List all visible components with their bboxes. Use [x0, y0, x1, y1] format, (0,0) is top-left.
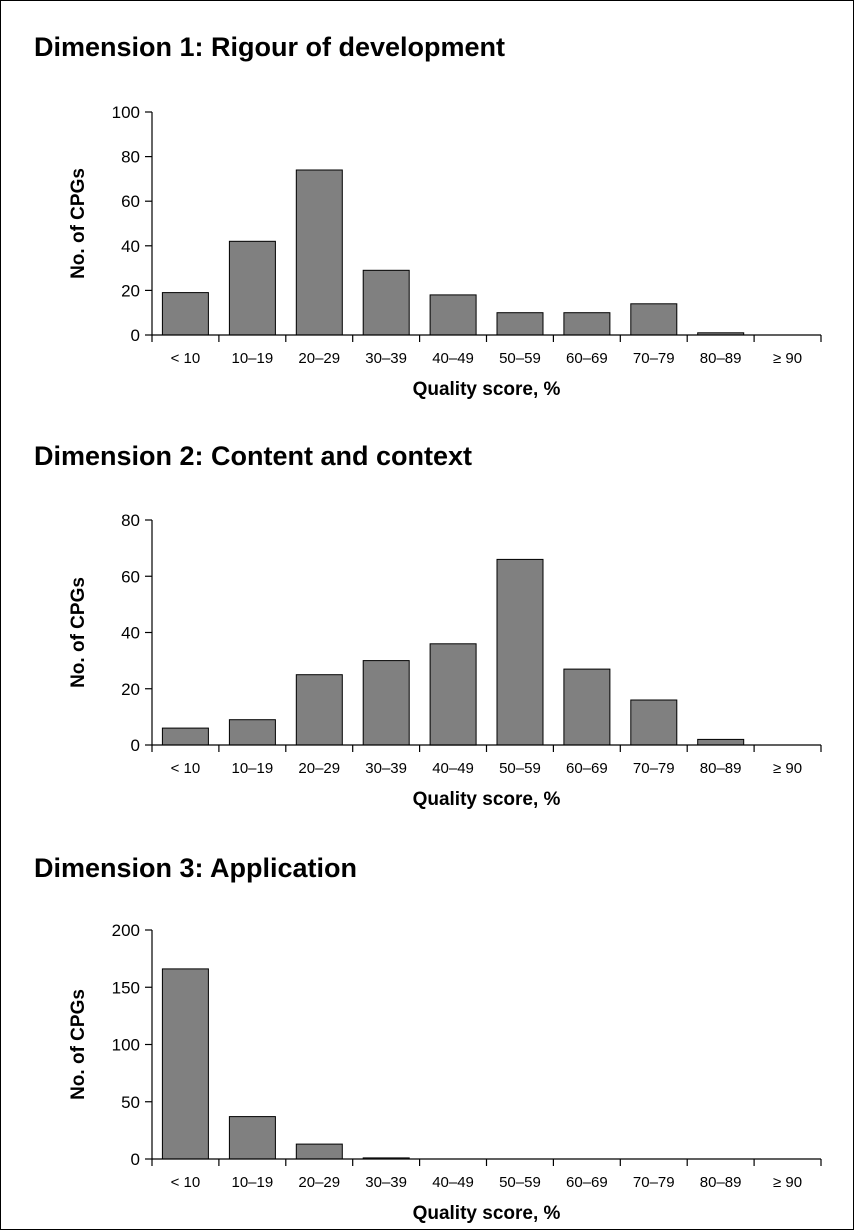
chart3-y-tick-label: 200	[112, 921, 140, 940]
chart1-bar-1	[161, 292, 209, 336]
chart3-y-tick-label: 150	[112, 978, 140, 997]
chart2-x-tick-label: 10–19	[231, 760, 273, 777]
chart1-x-tick-label: 20–29	[298, 350, 340, 367]
chart3-x-tick-label: 80–89	[700, 1174, 742, 1191]
chart3-y-axis-title: No. of CPGs	[68, 989, 89, 1100]
chart1-bar-8	[630, 303, 678, 336]
chart1-x-tick-label: 40–49	[432, 350, 474, 367]
chart1-x-tick-label: 70–79	[633, 350, 675, 367]
chart3-y-tick-label: 50	[121, 1093, 140, 1112]
chart3-x-tick-label: ≥ 90	[773, 1174, 802, 1191]
chart1-x-tick-label: ≥ 90	[773, 350, 802, 367]
chart3-y-tick-label: 0	[131, 1150, 140, 1169]
chart1-x-tick-label: 50–59	[499, 350, 541, 367]
chart2-y-tick-label: 0	[131, 736, 140, 755]
chart2-x-tick-label: 50–59	[499, 760, 541, 777]
chart3-x-tick-label: 50–59	[499, 1174, 541, 1191]
chart2-x-tick-label: 30–39	[365, 760, 407, 777]
chart1-y-tick-label: 100	[112, 103, 140, 122]
chart2-bar-9	[697, 738, 745, 746]
chart1-bar-3	[295, 169, 343, 336]
chart2-bar-7	[563, 668, 611, 746]
chart1-title: Dimension 1: Rigour of development	[34, 32, 505, 62]
chart2-y-axis-title: No. of CPGs	[68, 577, 89, 688]
chart1-x-axis-title: Quality score, %	[413, 379, 561, 400]
chart2-bar-1	[161, 727, 209, 746]
chart3-x-tick-label: 70–79	[633, 1174, 675, 1191]
chart1-y-axis-title: No. of CPGs	[68, 168, 89, 279]
chart1-x-tick-label: 60–69	[566, 350, 608, 367]
chart2-x-tick-label: 70–79	[633, 760, 675, 777]
chart1-bar-7	[563, 312, 611, 336]
chart2-x-axis-title: Quality score, %	[413, 789, 561, 810]
chart2-x-tick-label: 60–69	[566, 760, 608, 777]
chart2-bar-5	[429, 643, 477, 746]
chart3-title: Dimension 3: Application	[34, 853, 357, 883]
chart1-y-tick-label: 20	[121, 281, 140, 300]
chart2-bar-8	[630, 699, 678, 746]
chart1-bar-4	[362, 269, 410, 336]
chart1-bar-6	[496, 312, 544, 336]
chart3-bar-2	[228, 1116, 276, 1160]
chart2-x-tick-label: 20–29	[298, 760, 340, 777]
chart2-y-tick-label: 60	[121, 567, 140, 586]
chart1-x-tick-label: 30–39	[365, 350, 407, 367]
chart3-bar-1	[161, 968, 209, 1160]
chart3-x-tick-label: 30–39	[365, 1174, 407, 1191]
chart3-bar-3	[295, 1143, 343, 1160]
chart2-bar-4	[362, 660, 410, 746]
chart3-x-tick-label: 10–19	[231, 1174, 273, 1191]
chart2-y-tick-label: 80	[121, 511, 140, 530]
chart2-x-tick-label: < 10	[171, 760, 201, 777]
chart2-y-tick-label: 40	[121, 624, 140, 643]
chart3-x-tick-label: < 10	[171, 1174, 201, 1191]
chart2-x-tick-label: ≥ 90	[773, 760, 802, 777]
chart3-x-axis-title: Quality score, %	[413, 1203, 561, 1224]
chart2-x-tick-label: 80–89	[700, 760, 742, 777]
chart2-bar-6	[496, 558, 544, 746]
chart3-x-tick-label: 20–29	[298, 1174, 340, 1191]
chart1-bar-2	[228, 240, 276, 336]
chart2-bar-3	[295, 674, 343, 746]
chart2-x-tick-label: 40–49	[432, 760, 474, 777]
chart3-x-tick-label: 40–49	[432, 1174, 474, 1191]
chart1-y-tick-label: 40	[121, 237, 140, 256]
chart3-x-tick-label: 60–69	[566, 1174, 608, 1191]
chart1-x-tick-label: 10–19	[231, 350, 273, 367]
chart3-y-tick-label: 100	[112, 1036, 140, 1055]
chart2-bar-2	[228, 719, 276, 746]
chart1-x-tick-label: < 10	[171, 350, 201, 367]
chart1-y-tick-label: 60	[121, 192, 140, 211]
chart1-x-tick-label: 80–89	[700, 350, 742, 367]
chart2-y-tick-label: 20	[121, 680, 140, 699]
chart1-y-tick-label: 80	[121, 148, 140, 167]
chart1-y-tick-label: 0	[131, 326, 140, 345]
chart2-title: Dimension 2: Content and context	[34, 441, 472, 471]
chart1-bar-5	[429, 294, 477, 336]
